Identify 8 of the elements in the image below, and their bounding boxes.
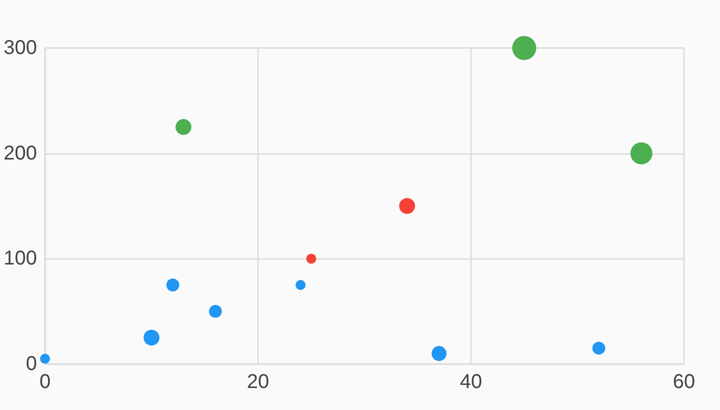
y-tick-label: 100 [4,248,37,270]
x-tick-label: 0 [39,371,51,393]
y-tick-label: 200 [4,142,37,164]
x-tick-label: 40 [460,371,482,393]
y-tick-label: 0 [26,353,37,375]
y-tick-label: 300 [4,37,37,59]
x-tick-label: 20 [246,371,270,393]
x-tick-label: 60 [672,371,696,393]
